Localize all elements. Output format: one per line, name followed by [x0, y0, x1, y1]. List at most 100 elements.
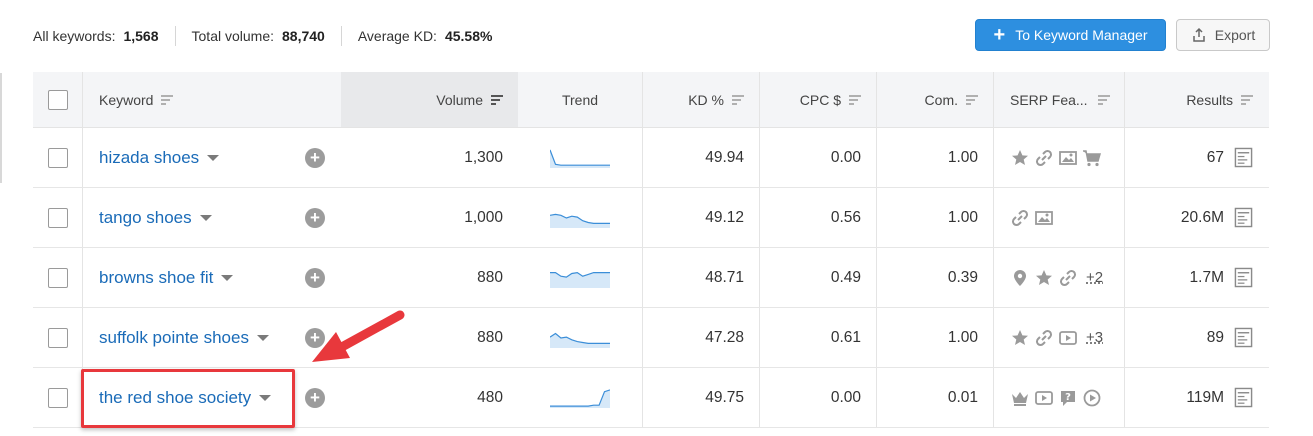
keyword-cell: suffolk pointe shoes +: [83, 308, 341, 367]
column-keyword-label: Keyword: [99, 91, 154, 108]
com-cell: 1.00: [877, 188, 994, 247]
column-serp[interactable]: SERP Fea...: [994, 72, 1125, 127]
add-keyword-button[interactable]: +: [305, 207, 325, 228]
keyword-link[interactable]: suffolk pointe shoes: [99, 328, 269, 348]
kd-cell: 47.28: [643, 308, 760, 367]
com-cell: 0.39: [877, 248, 994, 307]
results-cell: 89: [1125, 308, 1269, 367]
all-keywords-label: All keywords:: [33, 28, 116, 44]
volume-cell: 1,300: [464, 148, 503, 166]
com-cell: 0.01: [877, 368, 994, 427]
serp-results-icon[interactable]: [1234, 207, 1253, 228]
results-value: 20.6M: [1180, 208, 1224, 226]
image-icon: [1034, 208, 1054, 228]
kd-cell: 49.94: [643, 128, 760, 187]
keyword-text: hizada shoes: [99, 147, 200, 167]
results-cell: 67: [1125, 128, 1269, 187]
trend-cell: [518, 188, 643, 247]
select-all-checkbox[interactable]: [47, 89, 68, 110]
serp-features-cell: [994, 188, 1125, 247]
serp-more-link[interactable]: +3: [1086, 329, 1104, 346]
total-volume-label: Total volume:: [191, 28, 274, 44]
serp-features-cell: ?: [994, 368, 1125, 427]
column-com[interactable]: Com.: [877, 72, 994, 127]
chevron-down-icon[interactable]: [256, 334, 269, 341]
results-value: 119M: [1186, 388, 1224, 406]
sort-active-icon: [491, 94, 503, 105]
add-keyword-button[interactable]: +: [305, 327, 325, 348]
svg-text:?: ?: [1065, 392, 1071, 403]
serp-features-cell: +3: [994, 308, 1125, 367]
add-keyword-button[interactable]: +: [305, 267, 325, 288]
keyword-text: suffolk pointe shoes: [99, 327, 249, 347]
column-results[interactable]: Results: [1125, 72, 1269, 127]
keyword-table: Keyword Volume Trend KD % CPC $ Com. SER…: [33, 72, 1269, 428]
sort-icon: [966, 94, 978, 105]
results-cell: 1.7M: [1125, 248, 1269, 307]
trend-cell: [518, 248, 643, 307]
row-checkbox[interactable]: [47, 387, 68, 408]
column-cpc[interactable]: CPC $: [760, 72, 877, 127]
trend-sparkline: [550, 332, 610, 348]
image-icon: [1058, 148, 1078, 168]
table-row: hizada shoes +1,300 49.94 0.00 1.00 67: [33, 128, 1269, 188]
chevron-down-icon[interactable]: [259, 394, 272, 401]
row-checkbox[interactable]: [47, 327, 68, 348]
star-icon: [1034, 268, 1054, 288]
sort-icon: [1097, 94, 1110, 105]
row-checkbox-cell: [33, 248, 83, 307]
kd-cell: 48.71: [643, 248, 760, 307]
column-cpc-label: CPC $: [799, 91, 841, 108]
serp-results-icon[interactable]: [1234, 387, 1253, 408]
keyword-text: tango shoes: [99, 207, 192, 227]
keyword-cell: the red shoe society +: [83, 368, 341, 427]
export-label: Export: [1214, 27, 1256, 43]
trend-cell: [518, 308, 643, 367]
serp-results-icon[interactable]: [1234, 327, 1253, 348]
column-serp-label: SERP Fea...: [1010, 91, 1088, 108]
serp-features-cell: [994, 128, 1125, 187]
row-checkbox[interactable]: [47, 207, 68, 228]
add-keyword-button[interactable]: +: [305, 387, 325, 408]
serp-features-cell: +2: [994, 248, 1125, 307]
column-kd[interactable]: KD %: [643, 72, 760, 127]
results-value: 89: [1206, 328, 1224, 346]
volume-cell: 880: [477, 328, 503, 346]
serp-more-link[interactable]: +2: [1086, 269, 1104, 286]
cpc-cell: 0.56: [760, 188, 877, 247]
cpc-cell: 0.00: [760, 368, 877, 427]
link-icon: [1058, 268, 1078, 288]
keyword-link[interactable]: the red shoe society: [99, 388, 272, 408]
kd-cell: 49.12: [643, 188, 760, 247]
volume-cell: 480: [477, 388, 503, 406]
export-button[interactable]: Export: [1176, 19, 1270, 51]
trend-sparkline: [550, 388, 610, 408]
keyword-link[interactable]: browns shoe fit: [99, 267, 234, 288]
question-icon: ?: [1058, 388, 1078, 408]
cpc-cell: 0.49: [760, 248, 877, 307]
row-checkbox[interactable]: [47, 147, 68, 168]
column-volume[interactable]: Volume: [341, 72, 518, 127]
keyword-cell: browns shoe fit +: [83, 248, 341, 307]
column-keyword[interactable]: Keyword: [83, 72, 341, 127]
plus-icon: +: [993, 24, 1006, 46]
serp-results-icon[interactable]: [1234, 147, 1253, 168]
chevron-down-icon[interactable]: [221, 274, 234, 281]
to-keyword-manager-button[interactable]: + To Keyword Manager: [975, 19, 1166, 51]
keyword-cell: hizada shoes +: [83, 128, 341, 187]
sort-icon: [161, 94, 174, 105]
serp-results-icon[interactable]: [1234, 267, 1253, 288]
row-checkbox[interactable]: [47, 267, 68, 288]
chevron-down-icon[interactable]: [199, 214, 212, 221]
average-kd-value: 45.58%: [444, 28, 493, 44]
trend-cell: [518, 128, 643, 187]
star-icon: [1010, 148, 1030, 168]
left-panel-edge: [0, 73, 2, 183]
keyword-link[interactable]: hizada shoes: [99, 147, 220, 168]
trend-cell: [518, 368, 643, 427]
add-keyword-button[interactable]: +: [305, 147, 325, 168]
keyword-text: browns shoe fit: [99, 267, 214, 287]
keyword-link[interactable]: tango shoes: [99, 208, 212, 228]
chevron-down-icon[interactable]: [207, 154, 220, 161]
crown-icon: [1010, 388, 1030, 408]
